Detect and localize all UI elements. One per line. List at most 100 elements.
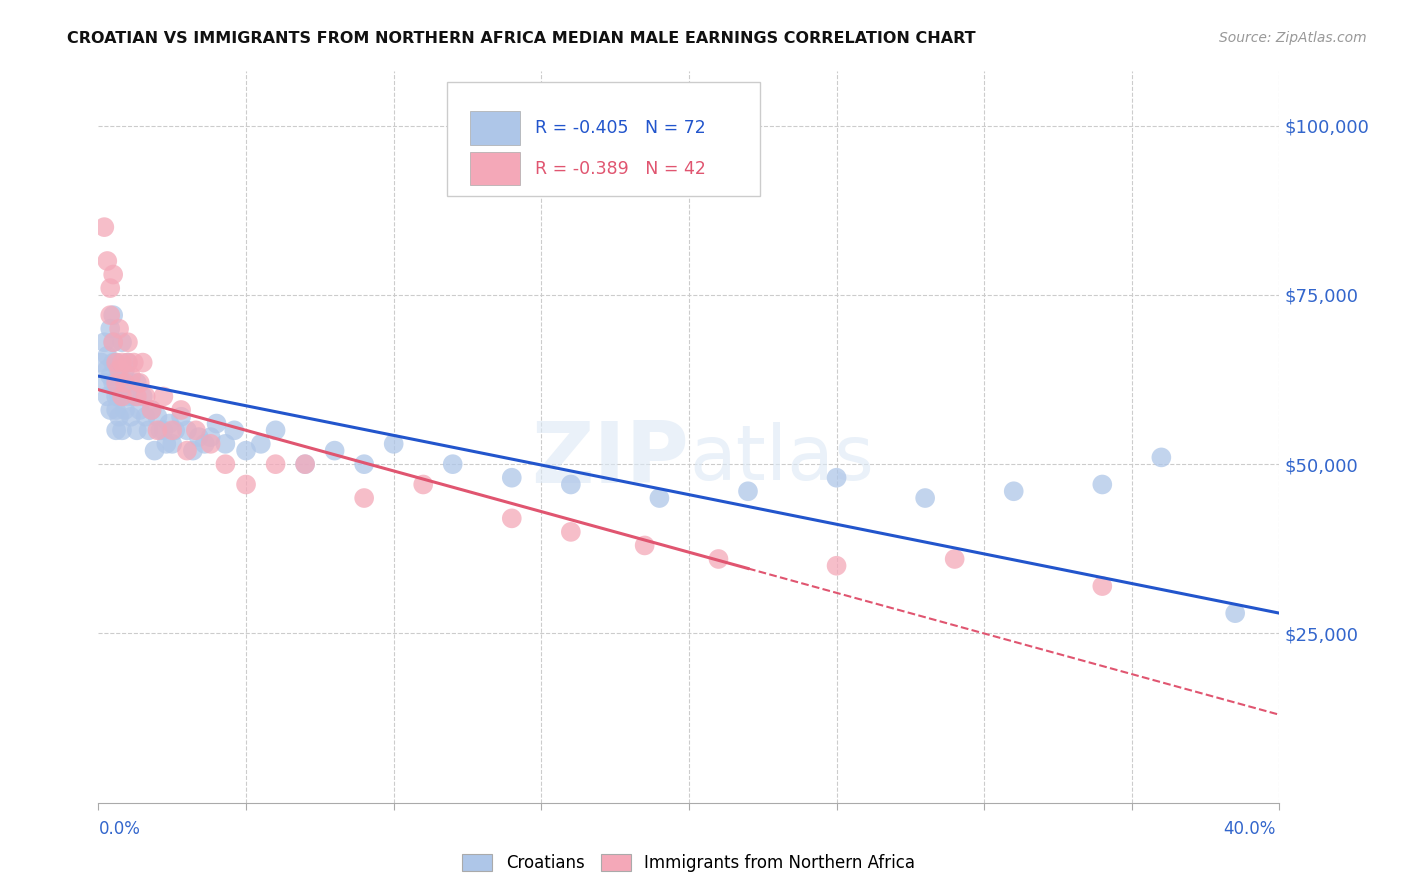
Point	[825, 558, 848, 573]
Point	[170, 403, 193, 417]
Point	[105, 423, 128, 437]
Point	[105, 403, 128, 417]
Point	[98, 322, 121, 336]
Point	[108, 369, 131, 384]
Text: 0.0%: 0.0%	[98, 820, 141, 838]
Point	[141, 403, 163, 417]
Point	[98, 281, 121, 295]
Point	[184, 423, 207, 437]
Point	[111, 355, 134, 369]
Point	[825, 471, 848, 485]
Point	[162, 423, 183, 437]
Point	[132, 355, 155, 369]
Point	[162, 437, 183, 451]
Point	[120, 409, 142, 424]
Point	[250, 437, 273, 451]
Point	[141, 403, 163, 417]
Point	[382, 437, 405, 451]
Point	[96, 362, 118, 376]
Point	[152, 423, 174, 437]
Point	[135, 389, 157, 403]
Point	[560, 477, 582, 491]
Point	[441, 457, 464, 471]
Point	[157, 417, 180, 431]
Point	[105, 376, 128, 390]
Point	[103, 308, 125, 322]
Point	[353, 491, 375, 505]
Point	[648, 491, 671, 505]
Point	[294, 457, 316, 471]
Text: atlas: atlas	[689, 422, 873, 496]
Text: ZIP: ZIP	[531, 417, 689, 500]
Point	[707, 552, 730, 566]
Point	[96, 389, 118, 403]
Point	[294, 457, 316, 471]
Point	[149, 423, 172, 437]
Point	[135, 409, 157, 424]
Point	[1002, 484, 1025, 499]
Point	[108, 409, 131, 424]
Point	[125, 389, 148, 403]
Point	[114, 376, 136, 390]
Point	[205, 417, 228, 431]
Point	[560, 524, 582, 539]
Point	[181, 443, 204, 458]
Point	[98, 369, 121, 384]
Point	[105, 389, 128, 403]
Point	[125, 423, 148, 437]
Point	[194, 437, 217, 451]
Point	[111, 376, 134, 390]
Point	[98, 308, 121, 322]
Point	[117, 389, 139, 403]
Point	[96, 254, 118, 268]
Point	[200, 430, 222, 444]
Point	[111, 389, 134, 403]
Point	[93, 220, 115, 235]
Point	[132, 389, 155, 403]
Point	[1091, 477, 1114, 491]
Text: CROATIAN VS IMMIGRANTS FROM NORTHERN AFRICA MEDIAN MALE EARNINGS CORRELATION CHA: CROATIAN VS IMMIGRANTS FROM NORTHERN AFR…	[67, 31, 976, 46]
Point	[200, 437, 222, 451]
Point	[1223, 606, 1246, 620]
FancyBboxPatch shape	[447, 82, 759, 195]
Point	[108, 322, 131, 336]
FancyBboxPatch shape	[471, 111, 520, 145]
Point	[103, 355, 125, 369]
Point	[633, 538, 655, 552]
Point	[105, 355, 128, 369]
Point	[323, 443, 346, 458]
Point	[103, 268, 125, 282]
Point	[122, 389, 145, 403]
Point	[176, 443, 198, 458]
Point	[105, 355, 128, 369]
Point	[103, 376, 125, 390]
Point	[264, 457, 287, 471]
Point	[108, 362, 131, 376]
Point	[138, 423, 160, 437]
Point	[264, 423, 287, 437]
Text: R = -0.389   N = 42: R = -0.389 N = 42	[536, 160, 706, 178]
Point	[108, 389, 131, 403]
Point	[943, 552, 966, 566]
Point	[501, 471, 523, 485]
Point	[501, 511, 523, 525]
Text: R = -0.405   N = 72: R = -0.405 N = 72	[536, 119, 706, 136]
Point	[117, 355, 139, 369]
Point	[96, 349, 118, 363]
Point	[155, 437, 177, 451]
Point	[111, 335, 134, 350]
Point	[235, 443, 257, 458]
Point	[93, 376, 115, 390]
Point	[128, 403, 150, 417]
Point	[176, 423, 198, 437]
Text: 40.0%: 40.0%	[1223, 820, 1275, 838]
Point	[224, 423, 246, 437]
Point	[187, 430, 209, 444]
FancyBboxPatch shape	[471, 152, 520, 186]
Point	[412, 477, 434, 491]
Point	[165, 423, 187, 437]
Point	[114, 362, 136, 376]
Legend: Croatians, Immigrants from Northern Africa: Croatians, Immigrants from Northern Afri…	[456, 847, 922, 879]
Point	[214, 437, 236, 451]
Point	[125, 376, 148, 390]
